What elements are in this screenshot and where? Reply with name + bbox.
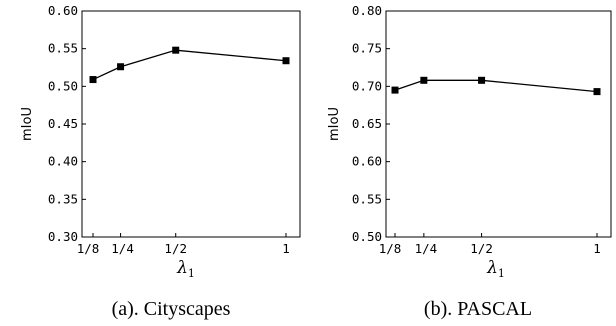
y-ticks: 0.30 0.35 0.40 0.45 0.50 0.55 0.60	[48, 3, 86, 244]
series-line	[92, 49, 287, 81]
y-axis-label: mIoU	[327, 107, 342, 141]
y-tick-label: 0.70	[352, 78, 382, 93]
x-ticks: 1/8 1/4 1/2 1	[77, 233, 290, 256]
x-tick-label: 1/2	[164, 241, 187, 256]
y-tick-label: 0.75	[352, 41, 382, 56]
y-tick-label: 0.50	[352, 229, 382, 244]
plot-frame	[81, 10, 301, 238]
y-tick-label: 0.80	[352, 3, 382, 18]
x-tick-label: 1/4	[111, 241, 134, 256]
x-tick-label: 1/4	[415, 241, 438, 256]
y-tick-label: 0.40	[48, 154, 78, 169]
data-points	[391, 76, 601, 96]
x-tick-label: 1/8	[379, 241, 402, 256]
data-point	[593, 88, 601, 96]
data-point	[282, 57, 290, 65]
y-tick-label: 0.50	[48, 78, 78, 93]
series-line	[394, 79, 598, 93]
x-tick-label: 1/2	[470, 241, 493, 256]
x-tick-label: 1/8	[77, 241, 100, 256]
y-tick-label: 0.55	[48, 41, 78, 56]
y-tick-label: 0.45	[48, 116, 78, 131]
data-point	[420, 76, 428, 84]
x-axis-label: λ1	[176, 258, 195, 280]
y-tick-label: 0.60	[352, 154, 382, 169]
x-ticks: 1/8 1/4 1/2 1	[379, 233, 601, 256]
y-tick-label: 0.30	[48, 229, 78, 244]
data-point	[391, 86, 399, 94]
chart-cityscapes: 0.300.350.400.450.500.550.60 1/8 1/4 1/2 1 …	[20, 3, 301, 320]
x-axis-label: λ1	[486, 258, 505, 280]
y-tick-label: 0.55	[352, 191, 382, 206]
data-point	[172, 46, 180, 54]
y-axis-label: mIoU	[20, 107, 35, 141]
data-point	[89, 76, 97, 84]
y-tick-label: 0.35	[48, 191, 78, 206]
data-point	[478, 76, 486, 84]
x-tick-label: 1	[282, 241, 290, 256]
y-tick-label: 0.60	[48, 3, 78, 18]
chart-caption: (b). PASCAL	[424, 298, 532, 320]
x-tick-label: 1	[593, 241, 601, 256]
y-tick-label: 0.65	[352, 116, 382, 131]
data-points	[89, 46, 290, 84]
chart-pascal: 0.500.550.600.650.700.750.80 1/8 1/4 1/2 1 …	[327, 3, 612, 320]
plot-frame	[385, 10, 612, 238]
chart-caption: (a). Cityscapes	[112, 298, 231, 320]
data-point	[117, 63, 125, 71]
y-ticks: 0.50 0.55 0.60 0.65 0.70 0.75 0.80	[352, 3, 390, 244]
